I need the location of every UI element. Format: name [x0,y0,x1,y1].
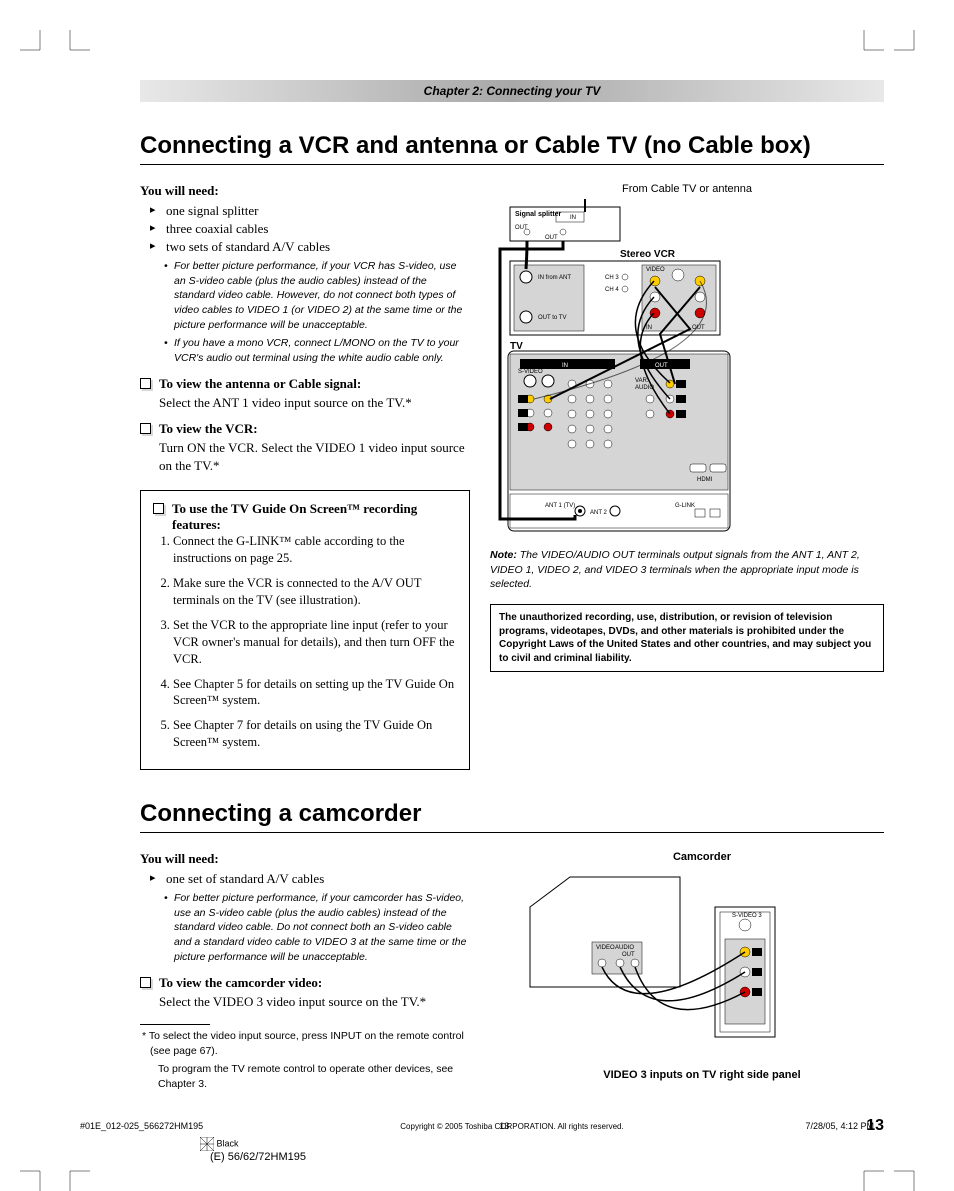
svg-text:IN: IN [646,325,652,331]
crop-marks-top [0,30,954,70]
svg-text:TV: TV [510,341,523,352]
svg-text:OUT: OUT [622,952,635,958]
svg-text:VIDEO: VIDEO [646,267,665,273]
box-title: To use the TV Guide On Screen™ recording… [172,501,457,533]
heading-camcorder: Connecting a camcorder [140,800,884,833]
svg-text:IN: IN [570,215,576,221]
vcr-diagram: Signal splitter IN OUT OUT Stereo VCR IN… [490,199,884,534]
need-item: one signal splitter [154,203,470,219]
svg-text:OUT to TV: OUT to TV [538,315,566,321]
preflight-color: Black [217,1138,239,1148]
tv-guide-box: To use the TV Guide On Screen™ recording… [140,490,470,770]
needs-list-b: one set of standard A/V cables [140,871,470,887]
check-title: To view the camcorder video: [159,975,470,991]
footnote-2: To program the TV remote control to oper… [140,1062,470,1091]
camcorder-diagram: VIDEOAUDIO OUT S-VIDEO 3 [520,867,884,1057]
svg-text:VIDEO: VIDEO [596,945,615,951]
steps-list: Connect the G-LINK™ cable according to t… [153,533,457,751]
footnote-rule [140,1024,210,1025]
needs-list-a: one signal splitter three coaxial cables… [140,203,470,255]
subnotes-b: For better picture performance, if your … [140,891,470,964]
you-will-need-a: You will need: [140,183,470,199]
subnote: For better picture performance, if your … [164,891,470,964]
svg-text:CH 3: CH 3 [605,275,619,281]
footnote-1: * To select the video input source, pres… [140,1029,470,1058]
color-swatch-icon [200,1137,214,1151]
check-body: Select the VIDEO 3 video input source on… [159,993,470,1011]
check-body: Turn ON the VCR. Select the VIDEO 1 vide… [159,439,470,474]
svg-text:Stereo VCR: Stereo VCR [620,249,676,260]
svg-text:OUT: OUT [545,235,558,241]
svg-text:Signal splitter: Signal splitter [515,211,562,218]
step: Connect the G-LINK™ cable according to t… [173,533,457,567]
svg-text:S-VIDEO 3: S-VIDEO 3 [732,913,762,919]
note-box: Note: The VIDEO/AUDIO OUT terminals outp… [490,548,884,592]
svg-text:ANT 2: ANT 2 [590,510,608,516]
heading-vcr: Connecting a VCR and antenna or Cable TV… [140,132,884,165]
checkbox-icon [153,503,164,514]
need-item: one set of standard A/V cables [154,871,470,887]
check-camcorder: To view the camcorder video: Select the … [140,975,470,1011]
svg-text:IN: IN [562,363,568,369]
svg-text:ANT 1 (TV): ANT 1 (TV) [545,503,575,509]
checkbox-icon [140,977,151,988]
warn-box: The unauthorized recording, use, distrib… [490,604,884,672]
preflight-page: 13 [499,1121,509,1131]
note-text: The VIDEO/AUDIO OUT terminals output sig… [490,549,860,590]
chapter-header: Chapter 2: Connecting your TV [140,80,884,102]
svg-text:AUDIO: AUDIO [615,945,634,951]
check-body: Select the ANT 1 video input source on t… [159,394,470,412]
camcorder-label: Camcorder [520,851,884,863]
check-vcr: To view the VCR: Turn ON the VCR. Select… [140,421,470,474]
svg-text:IN from ANT: IN from ANT [538,275,571,281]
svg-text:VAR.: VAR. [635,378,649,384]
svg-text:G-LINK: G-LINK [675,503,695,509]
step: See Chapter 5 for details on setting up … [173,676,457,710]
preflight-file: #01E_012-025_566272HM195 [80,1121,203,1131]
subnote: If you have a mono VCR, connect L/MONO o… [164,336,470,365]
side-panel-label: VIDEO 3 inputs on TV right side panel [520,1069,884,1081]
preflight-date: 7/28/05, 4:12 PM [805,1121,874,1131]
svg-text:OUT: OUT [655,363,668,369]
need-item: two sets of standard A/V cables [154,239,470,255]
check-antenna: To view the antenna or Cable signal: Sel… [140,376,470,412]
you-will-need-b: You will need: [140,851,470,867]
checkbox-icon [140,378,151,389]
check-title: To view the antenna or Cable signal: [159,376,470,392]
subnote: For better picture performance, if your … [164,259,470,332]
check-title: To view the VCR: [159,421,470,437]
crop-marks-bottom [0,1151,954,1191]
svg-text:HDMI: HDMI [697,477,713,483]
subnotes-a: For better picture performance, if your … [140,259,470,366]
need-item: three coaxial cables [154,221,470,237]
svg-text:CH 4: CH 4 [605,287,619,293]
svg-text:S-VIDEO: S-VIDEO [518,369,543,375]
step: Make sure the VCR is connected to the A/… [173,575,457,609]
step: See Chapter 7 for details on using the T… [173,717,457,751]
step: Set the VCR to the appropriate line inpu… [173,617,457,668]
from-cable-label: From Cable TV or antenna [490,183,884,195]
checkbox-icon [140,423,151,434]
